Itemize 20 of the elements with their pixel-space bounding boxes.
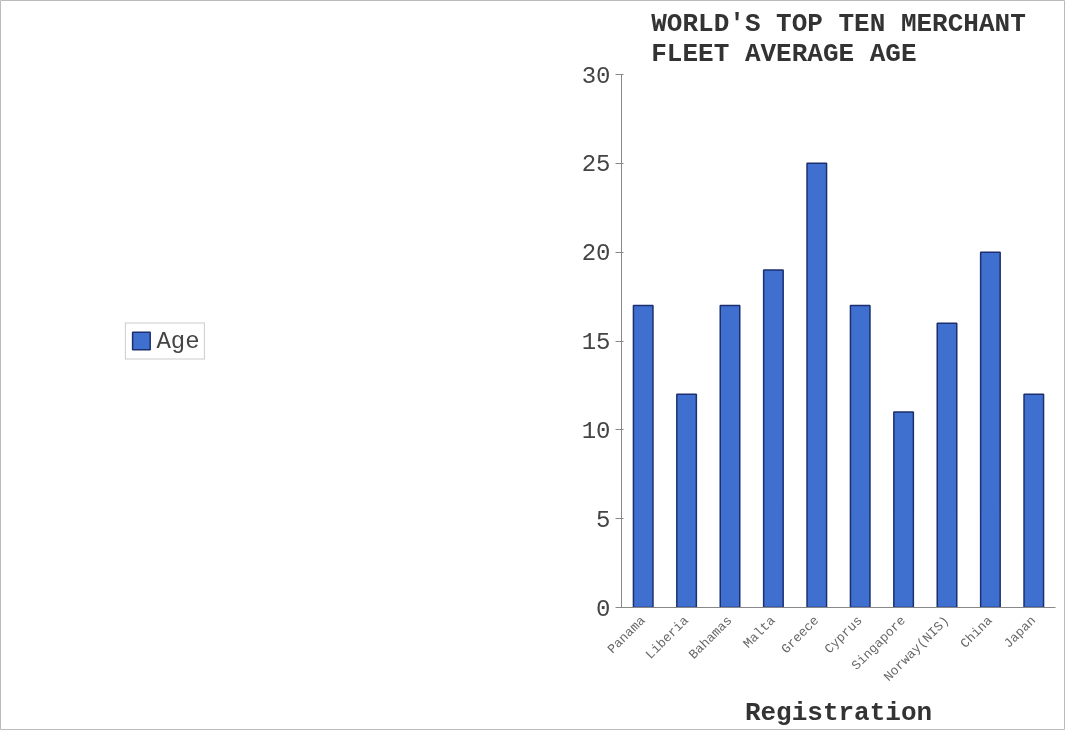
bar [806,162,828,608]
bar [979,251,1001,608]
y-tick-label: 30 [581,62,611,90]
y-tick-label: 25 [581,151,611,179]
chart-title: WORLD'S TOP TEN MERCHANT FLEET AVERAGE AGE [651,8,1026,69]
bar [719,304,741,608]
y-tick-label: 0 [596,595,611,623]
y-tick-label: 15 [581,329,611,356]
y-tick-label: 20 [581,240,611,268]
bar [676,393,698,608]
bar [936,322,958,608]
x-axis-title: Registration [744,697,933,728]
bar [893,411,915,608]
y-tick-label: 5 [596,506,611,534]
legend-label: Age [156,327,200,354]
bar [762,269,784,608]
bar [632,304,654,608]
y-tick-label: 10 [581,417,611,445]
bar [849,304,871,608]
bar [1023,393,1045,608]
